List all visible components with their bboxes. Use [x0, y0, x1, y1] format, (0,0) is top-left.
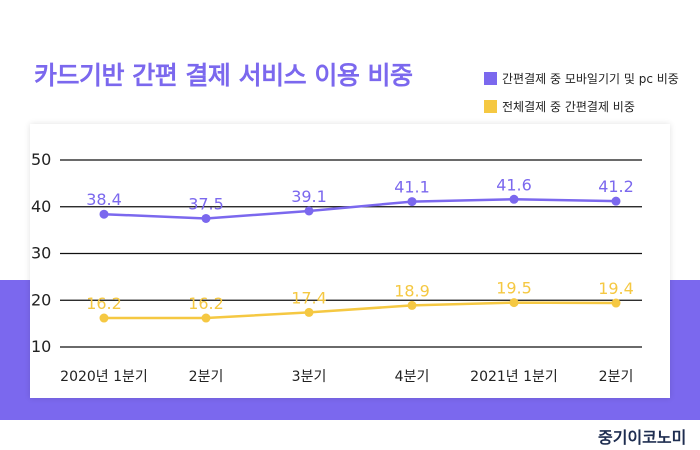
data-label: 39.1 [291, 187, 327, 206]
data-point [407, 197, 417, 207]
data-label: 16.2 [188, 294, 224, 313]
data-point [611, 196, 621, 206]
data-point [304, 206, 314, 216]
y-tick-label: 20 [31, 290, 51, 309]
legend-item-simple-payment: 전체결제 중 간편결제 비중 [484, 98, 679, 114]
x-tick-label: 4분기 [395, 369, 430, 385]
x-tick-label: 2020년 1분기 [60, 369, 148, 385]
chart-title: 카드기반 간편 결제 서비스 이용 비중 [34, 61, 413, 90]
x-tick-label: 2021년 1분기 [470, 369, 558, 385]
data-point [99, 313, 109, 323]
data-label: 17.4 [291, 288, 327, 307]
data-label: 41.1 [394, 178, 430, 197]
y-tick-label: 10 [31, 337, 51, 356]
data-point [509, 194, 519, 204]
data-point [201, 213, 211, 223]
legend-swatch-mobile-pc [484, 71, 497, 85]
series-line-1 [104, 301, 617, 320]
legend-swatch-simple-payment [484, 99, 497, 113]
data-point [407, 300, 417, 310]
y-tick-label: 40 [31, 197, 51, 216]
chart-card [30, 124, 670, 398]
data-label: 19.4 [598, 279, 634, 298]
data-point [99, 209, 109, 219]
data-label: 38.4 [86, 190, 122, 209]
data-label: 16.2 [86, 294, 122, 313]
x-tick-label: 2분기 [599, 369, 634, 385]
data-point [509, 298, 519, 308]
legend-label-mobile-pc: 간편결제 중 모바일기기 및 pc 비중 [502, 71, 679, 86]
x-tick-label: 2분기 [189, 369, 224, 385]
y-tick-label: 30 [31, 244, 51, 263]
data-label: 41.6 [496, 175, 532, 194]
y-tick-label: 50 [31, 150, 51, 169]
brand-logo-text: 중기이코노미 [598, 428, 687, 447]
data-label: 37.5 [188, 194, 224, 213]
data-point [611, 298, 621, 308]
data-point [304, 307, 314, 317]
data-point [201, 313, 211, 323]
legend-label-simple-payment: 전체결제 중 간편결제 비중 [502, 99, 635, 114]
data-label: 18.9 [394, 281, 430, 300]
series-line-0 [103, 198, 617, 220]
x-tick-label: 3분기 [292, 369, 327, 385]
legend: 간편결제 중 모바일기기 및 pc 비중 전체결제 중 간편결제 비중 [484, 70, 679, 126]
data-label: 41.2 [598, 177, 634, 196]
legend-item-mobile-pc: 간편결제 중 모바일기기 및 pc 비중 [484, 70, 679, 86]
data-label: 19.5 [496, 279, 532, 298]
